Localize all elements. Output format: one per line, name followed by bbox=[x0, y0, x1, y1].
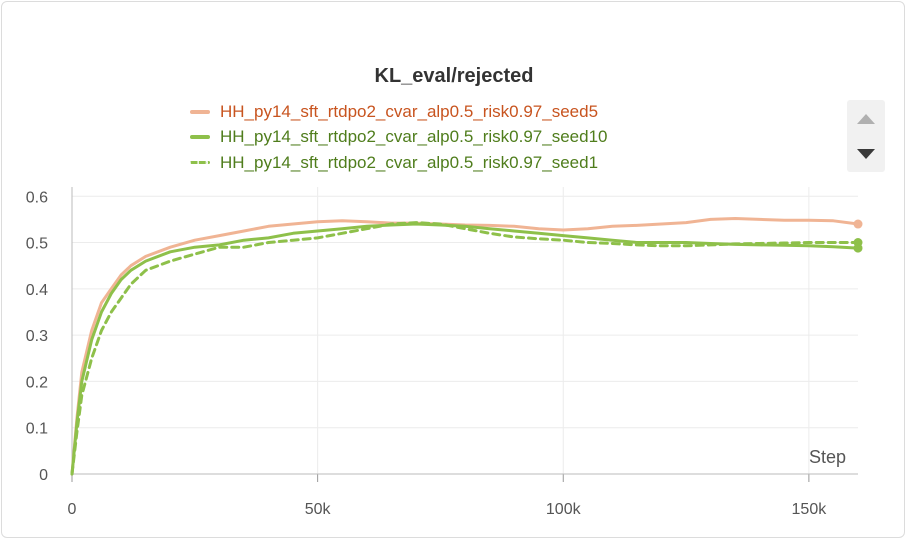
legend-label-seed5: HH_py14_sft_rtdpo2_cvar_alp0.5_risk0.97_… bbox=[220, 101, 599, 121]
y-tick-label: 0 bbox=[39, 467, 48, 484]
x-tick-label: 150k bbox=[792, 501, 828, 518]
legend-item-seed5[interactable]: HH_py14_sft_rtdpo2_cvar_alp0.5_risk0.97_… bbox=[190, 99, 607, 125]
y-tick-label: 0.1 bbox=[26, 421, 48, 438]
chart-title: KL_eval/rejected bbox=[374, 65, 534, 87]
scroll-up-icon[interactable] bbox=[857, 114, 875, 124]
y-tick-label: 0.2 bbox=[26, 374, 48, 391]
y-tick-label: 0.5 bbox=[26, 236, 48, 253]
chart-legend: HH_py14_sft_rtdpo2_cvar_alp0.5_risk0.97_… bbox=[190, 99, 607, 176]
legend-label-seed1: HH_py14_sft_rtdpo2_cvar_alp0.5_risk0.97_… bbox=[220, 152, 599, 172]
y-tick-label: 0.3 bbox=[26, 328, 48, 345]
legend-swatch-seed10 bbox=[190, 135, 210, 140]
x-tick-label: 0 bbox=[68, 501, 77, 518]
scroll-down-icon[interactable] bbox=[857, 149, 875, 159]
series-line-2 bbox=[70, 221, 860, 476]
series-end-marker-0 bbox=[853, 219, 863, 229]
series-line-1 bbox=[70, 222, 860, 476]
series-end-marker-2 bbox=[853, 238, 863, 248]
x-axis-label: Step bbox=[809, 447, 846, 467]
legend-swatch-seed5 bbox=[190, 109, 210, 114]
legend-swatch-seed1 bbox=[190, 161, 210, 165]
x-tick-label: 100k bbox=[546, 501, 582, 518]
y-tick-label: 0.6 bbox=[26, 189, 48, 206]
legend-label-seed10: HH_py14_sft_rtdpo2_cvar_alp0.5_risk0.97_… bbox=[220, 127, 608, 147]
legend-item-seed10[interactable]: HH_py14_sft_rtdpo2_cvar_alp0.5_risk0.97_… bbox=[190, 125, 607, 151]
y-tick-label: 0.4 bbox=[26, 282, 48, 299]
legend-item-seed1[interactable]: HH_py14_sft_rtdpo2_cvar_alp0.5_risk0.97_… bbox=[190, 150, 607, 176]
legend-scroller bbox=[847, 100, 885, 172]
x-tick-label: 50k bbox=[305, 501, 332, 518]
